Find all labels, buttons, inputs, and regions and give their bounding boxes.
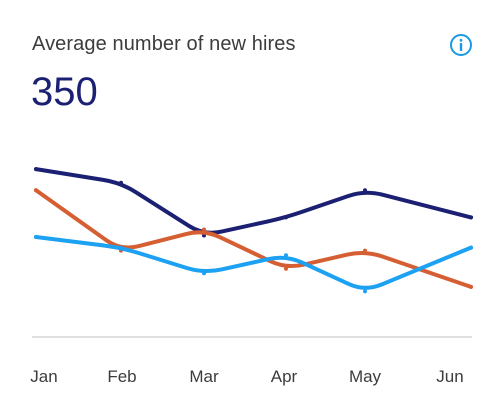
series-3-point-feb [119,245,123,250]
x-axis-ticks: Jan Feb Mar Apr May Jun [30,367,463,386]
series-2-point-apr [284,266,288,271]
series-3-point-mar [202,271,206,276]
series-3-point-may [363,289,367,294]
series-2-point-mar [202,227,206,232]
series-2-point-jun [469,284,473,289]
x-tick-label-apr: Apr [271,367,298,386]
metric-value: 350 [31,70,98,114]
series-1-point-may [363,188,367,193]
series-1-point-jun [469,215,473,220]
series-2-point-jan [34,188,38,193]
info-icon[interactable] [449,33,473,57]
x-tick-label-feb: Feb [107,367,136,386]
card-title: Average number of new hires [32,33,296,55]
series-3-point-jun [469,245,473,250]
series-1-line [34,167,473,235]
series-3-point-apr [284,253,288,258]
series-1-point-jan [34,167,38,172]
x-tick-label-may: May [349,367,382,386]
x-tick-label-mar: Mar [189,367,219,386]
series-layer [34,167,473,294]
series-1-point-feb [119,180,123,185]
series-2-point-may [363,248,367,253]
x-tick-label-jun: Jun [436,367,463,386]
series-2-line [34,188,473,289]
x-tick-label-jan: Jan [30,367,57,386]
series-3-line [34,235,473,290]
series-3-point-jan [34,235,38,239]
series-1-point-apr [284,215,288,220]
